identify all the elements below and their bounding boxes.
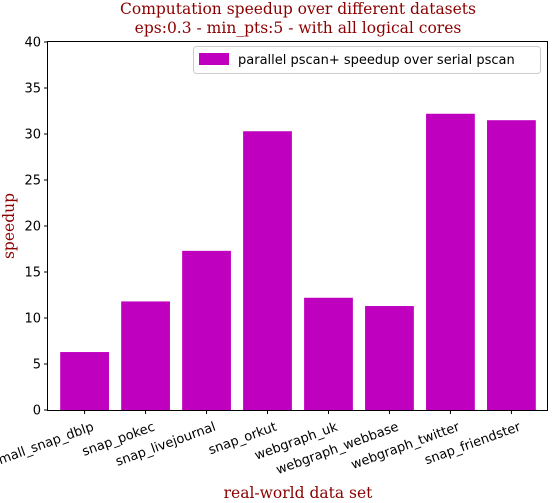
y-tick-label: 20 [24,220,41,235]
y-tick-label: 5 [33,358,41,373]
y-tick-label: 40 [24,36,41,51]
bar-webgraph_webbase [365,306,414,410]
bar-snap_pokec [121,301,170,410]
legend-swatch [199,53,229,65]
legend-frame [193,46,541,74]
bar-snap_livejournal [182,250,231,410]
y-tick-label: 15 [24,266,41,281]
chart-title-line1: Computation speedup over different datas… [120,0,476,18]
chart-title-line2: eps:0.3 - min_pts:5 - with all logical c… [135,19,462,37]
bars-group [60,113,536,411]
bar-webgraph_twitter [426,113,475,410]
y-tick-label: 10 [24,312,41,327]
bar-small_snap_dblp [60,352,109,410]
legend: parallel pscan+ speedup over serial psca… [193,46,541,74]
y-tick-label: 25 [24,174,41,189]
x-axis-label: real-world data set [224,484,374,502]
y-tick-label: 30 [24,128,41,143]
bar-snap_orkut [243,131,292,411]
bar-webgraph_uk [304,297,353,410]
legend-label: parallel pscan+ speedup over serial psca… [238,53,515,68]
y-tick-label: 35 [24,82,41,97]
y-axis-label: speedup [0,193,18,259]
bar-snap_friendster [487,120,536,410]
plot-frame [47,41,548,411]
y-tick-label: 0 [33,404,41,419]
y-axis-ticks: 0 5 10 15 20 25 30 35 40 [24,36,48,419]
x-axis-ticks: small_snap_dblpsnap_pokecsnap_livejourna… [0,410,523,478]
